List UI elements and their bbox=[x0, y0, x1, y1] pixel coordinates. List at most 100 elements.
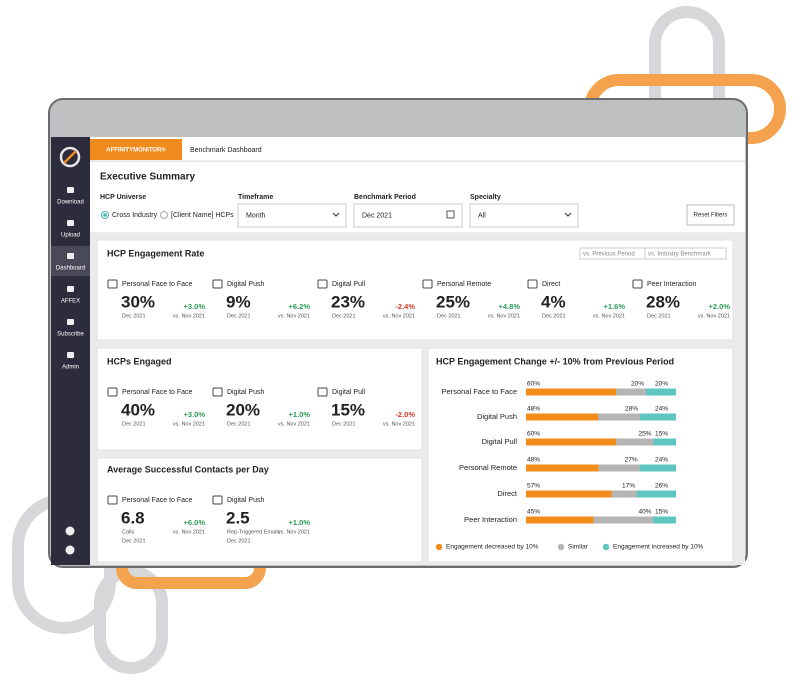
category-label: Personal Face to Face bbox=[442, 387, 517, 396]
bar-segment bbox=[526, 438, 616, 446]
bar-segment bbox=[526, 516, 594, 524]
sidebar-item[interactable]: Admin bbox=[62, 365, 79, 371]
value-label: 20% bbox=[655, 381, 668, 388]
sidebar-icon bbox=[67, 253, 74, 259]
sidebar-item[interactable]: Upload bbox=[61, 233, 80, 239]
bar-segment bbox=[653, 516, 676, 524]
metric-icon bbox=[632, 279, 643, 289]
metric-unit: Rep-Triggered Emails bbox=[227, 529, 281, 535]
card-title: Average Successful Contacts per Day bbox=[107, 464, 269, 474]
metric-change: +3.0% bbox=[184, 302, 206, 311]
radio[interactable] bbox=[160, 211, 168, 219]
value-label: 45% bbox=[527, 509, 540, 516]
reset-label[interactable]: Reset Filters bbox=[694, 213, 728, 219]
sidebar bbox=[51, 137, 90, 565]
metric-date: Dec 2021 bbox=[122, 538, 146, 544]
filter-label: Timeframe bbox=[238, 194, 273, 201]
bar-segment bbox=[637, 490, 676, 498]
value-label: 28% bbox=[625, 406, 638, 413]
chart-title: HCP Engagement Change +/- 10% from Previ… bbox=[436, 356, 674, 366]
card-title: HCP Engagement Rate bbox=[107, 248, 204, 258]
metric-change: +6.0% bbox=[184, 518, 206, 527]
card bbox=[427, 347, 734, 563]
metric-compare: vs. Nov 2021 bbox=[278, 313, 310, 319]
value-label: 48% bbox=[527, 457, 540, 464]
radio-label[interactable]: Cross Industry bbox=[112, 212, 158, 219]
metric-name: Peer Interaction bbox=[647, 281, 697, 288]
metric-icon bbox=[212, 387, 223, 397]
sidebar-item[interactable]: AFFEX bbox=[61, 299, 80, 305]
metric-compare: vs. Nov 2021 bbox=[383, 313, 415, 319]
metric-name: Digital Pull bbox=[332, 281, 366, 288]
metric-icon bbox=[212, 495, 223, 505]
sidebar-item[interactable]: Dashboard bbox=[56, 266, 85, 272]
value-label: 60% bbox=[527, 381, 540, 388]
value-label: 25% bbox=[638, 431, 651, 438]
sidebar-icon bbox=[67, 187, 74, 193]
legend-label: Similar bbox=[568, 544, 589, 551]
metric-value: 20% bbox=[226, 400, 260, 419]
reset-button[interactable] bbox=[686, 204, 735, 226]
metric-date: Dec 2021 bbox=[227, 313, 251, 319]
value-label: 15% bbox=[655, 509, 668, 516]
legend-label: Engagement decreased by 10% bbox=[446, 544, 539, 551]
bar-segment bbox=[526, 413, 598, 421]
metric-icon bbox=[317, 387, 328, 397]
bar-segment bbox=[526, 464, 599, 472]
sidebar-icon bbox=[67, 352, 74, 358]
sidebar-item[interactable]: Download bbox=[57, 200, 84, 206]
user-icon[interactable] bbox=[65, 526, 75, 536]
metric-value: 40% bbox=[121, 400, 155, 419]
sidebar-item[interactable]: Subscribe bbox=[57, 332, 84, 338]
metric-date: Dec 2021 bbox=[332, 313, 356, 319]
bar-segment bbox=[593, 516, 654, 524]
sidebar-active bbox=[51, 246, 90, 276]
metric-change: +4.8% bbox=[499, 302, 521, 311]
metric-icon bbox=[527, 279, 538, 289]
bar-segment bbox=[611, 490, 637, 498]
dropdown[interactable] bbox=[469, 203, 579, 228]
card-title: HCPs Engaged bbox=[107, 356, 172, 366]
toggle[interactable] bbox=[579, 247, 727, 260]
value-label: 20% bbox=[631, 381, 644, 388]
filter-label: HCP Universe bbox=[100, 194, 146, 201]
legend-swatch bbox=[557, 543, 565, 551]
bar-segment bbox=[616, 388, 646, 396]
bar-segment bbox=[640, 413, 676, 421]
metric-date: Dec 2021 bbox=[437, 313, 461, 319]
radio-dot bbox=[103, 213, 107, 217]
help-icon[interactable] bbox=[65, 545, 75, 555]
bar-segment bbox=[526, 388, 616, 396]
metric-compare: vs. Nov 2021 bbox=[278, 421, 310, 427]
brand: AFFINITYMONITOR® bbox=[106, 147, 166, 154]
metric-date: Dec 2021 bbox=[647, 313, 671, 319]
toggle-option[interactable]: vs. Industry Benchmark bbox=[648, 252, 712, 258]
dropdown[interactable] bbox=[353, 203, 463, 228]
toggle-option[interactable]: vs. Previous Period bbox=[583, 252, 635, 258]
category-label: Digital Push bbox=[477, 412, 517, 421]
bar-segment bbox=[653, 438, 676, 446]
bar-segment bbox=[526, 490, 612, 498]
metric-compare: vs. Nov 2021 bbox=[383, 421, 415, 427]
legend-swatch bbox=[602, 543, 610, 551]
metric-change: +6.2% bbox=[289, 302, 311, 311]
metric-date: Dec 2021 bbox=[122, 313, 146, 319]
sidebar-icon bbox=[67, 319, 74, 325]
chevron bbox=[564, 212, 572, 217]
value-label: 60% bbox=[527, 431, 540, 438]
dropdown[interactable] bbox=[237, 203, 347, 228]
metric-value: 2.5 bbox=[226, 508, 250, 527]
metric-value: 4% bbox=[541, 292, 566, 311]
metric-compare: vs. Nov 2021 bbox=[593, 313, 625, 319]
calendar-icon bbox=[446, 210, 455, 219]
metric-change: +2.0% bbox=[709, 302, 731, 311]
radio-label[interactable]: [Client Name] HCPs bbox=[171, 212, 234, 219]
metric-compare: vs. Nov 2021 bbox=[698, 313, 730, 319]
value-label: 27% bbox=[625, 457, 638, 464]
section-title: Executive Summary bbox=[100, 172, 195, 183]
chevron bbox=[332, 212, 340, 217]
metric-icon bbox=[422, 279, 433, 289]
decor-loop bbox=[94, 566, 168, 674]
metric-name: Digital Push bbox=[227, 281, 264, 288]
metric-name: Personal Face to Face bbox=[122, 281, 193, 288]
